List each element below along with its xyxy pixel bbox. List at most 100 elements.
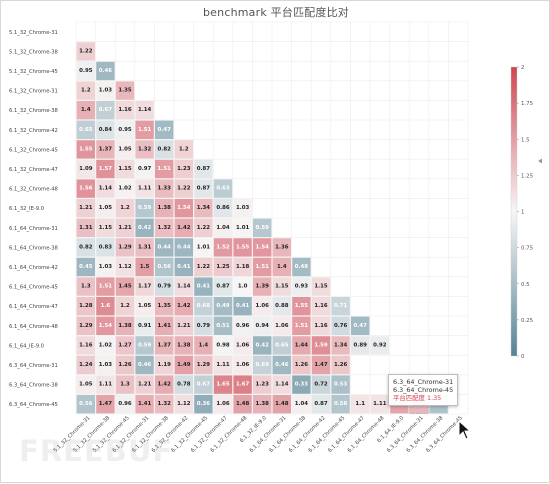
heatmap-cell[interactable] [272,336,291,355]
heatmap-cell[interactable] [194,336,213,355]
heatmap-cell[interactable] [311,375,331,394]
heatmap-cell[interactable] [76,179,95,198]
heatmap-cell[interactable] [213,375,233,394]
heatmap-cell[interactable] [135,140,154,159]
heatmap-cell[interactable] [174,257,193,277]
heatmap-cell[interactable] [135,297,154,316]
heatmap-cell[interactable] [213,395,233,414]
heatmap-cell[interactable] [272,238,291,257]
heatmap-cell[interactable] [115,238,135,257]
heatmap-cell[interactable] [213,238,233,257]
heatmap-cell[interactable] [213,179,233,198]
heatmap-cell[interactable] [174,375,193,394]
heatmap-cell[interactable] [76,140,95,159]
heatmap-cell[interactable] [213,277,233,296]
heatmap-cell[interactable] [115,316,135,335]
heatmap-cell[interactable] [351,395,370,414]
heatmap-cell[interactable] [76,42,95,61]
heatmap-cell[interactable] [351,316,370,335]
heatmap-cell[interactable] [115,277,135,296]
heatmap-cell[interactable] [331,297,350,316]
heatmap-cell[interactable] [76,375,95,394]
heatmap-cell[interactable] [155,159,174,179]
heatmap-cell[interactable] [76,61,95,81]
heatmap-cell[interactable] [76,395,95,414]
heatmap-cell[interactable] [76,238,95,257]
heatmap-cell[interactable] [292,316,311,335]
heatmap-cell[interactable] [213,297,233,316]
heatmap-cell[interactable] [96,61,115,81]
heatmap-cell[interactable] [194,257,213,277]
heatmap-cell[interactable] [311,355,331,375]
heatmap-cell[interactable] [174,218,193,237]
heatmap-cell[interactable] [233,355,252,375]
heatmap-cell[interactable] [194,297,213,316]
heatmap-cell[interactable] [155,336,174,355]
heatmap-cell[interactable] [76,81,95,100]
heatmap-cell[interactable] [96,355,115,375]
heatmap-cell[interactable] [253,395,272,414]
heatmap-cell[interactable] [135,101,154,120]
heatmap-cell[interactable] [135,336,154,355]
heatmap-cell[interactable] [76,199,95,218]
heatmap-cell[interactable] [272,395,291,414]
heatmap-cell[interactable] [213,218,233,237]
heatmap-cell[interactable] [76,101,95,120]
heatmap-cell[interactable] [194,375,213,394]
heatmap-cell[interactable] [96,375,115,394]
heatmap-cell[interactable] [135,199,154,218]
heatmap-cell[interactable] [233,395,252,414]
heatmap-cell[interactable] [115,140,135,159]
heatmap-cell[interactable] [76,297,95,316]
heatmap-cell[interactable] [194,316,213,335]
heatmap-cell[interactable] [155,395,174,414]
heatmap-cell[interactable] [194,238,213,257]
heatmap-cell[interactable] [155,199,174,218]
heatmap-cell[interactable] [331,395,350,414]
heatmap-cell[interactable] [115,81,135,100]
heatmap-cell[interactable] [272,355,291,375]
heatmap-cell[interactable] [96,218,115,237]
heatmap-cell[interactable] [194,199,213,218]
heatmap-cell[interactable] [253,355,272,375]
heatmap-cell[interactable] [174,336,193,355]
heatmap-cell[interactable] [115,395,135,414]
heatmap-cell[interactable] [96,140,115,159]
heatmap-cell[interactable] [233,238,252,257]
heatmap-cell[interactable] [115,218,135,237]
heatmap-cell[interactable] [155,355,174,375]
heatmap-cell[interactable] [311,336,331,355]
heatmap-cell[interactable] [351,336,370,355]
heatmap-cell[interactable] [292,395,311,414]
heatmap-cell[interactable] [253,238,272,257]
heatmap-cell[interactable] [253,297,272,316]
heatmap-cell[interactable] [115,355,135,375]
heatmap-cell[interactable] [135,257,154,277]
heatmap-cell[interactable] [96,277,115,296]
heatmap-cell[interactable] [76,355,95,375]
heatmap-cell[interactable] [174,355,193,375]
heatmap-cell[interactable] [115,159,135,179]
heatmap-cell[interactable] [135,159,154,179]
heatmap-cell[interactable] [233,218,252,237]
heatmap-cell[interactable] [331,336,350,355]
heatmap-cell[interactable] [292,336,311,355]
heatmap-cell[interactable] [272,316,291,335]
heatmap-cell[interactable] [155,277,174,296]
heatmap-cell[interactable] [272,297,291,316]
heatmap-cell[interactable] [96,238,115,257]
heatmap-cell[interactable] [96,101,115,120]
heatmap-cell[interactable] [96,257,115,277]
heatmap-cell[interactable] [292,375,311,394]
heatmap-cell[interactable] [174,277,193,296]
heatmap-cell[interactable] [311,316,331,335]
heatmap-cell[interactable] [135,375,154,394]
heatmap-cell[interactable] [115,101,135,120]
heatmap-cell[interactable] [96,120,115,139]
heatmap-cell[interactable] [115,297,135,316]
heatmap-cell[interactable] [311,395,331,414]
heatmap-cell[interactable] [233,375,252,394]
heatmap-cell[interactable] [174,199,193,218]
heatmap-cell[interactable] [174,159,193,179]
heatmap-cell[interactable] [311,297,331,316]
